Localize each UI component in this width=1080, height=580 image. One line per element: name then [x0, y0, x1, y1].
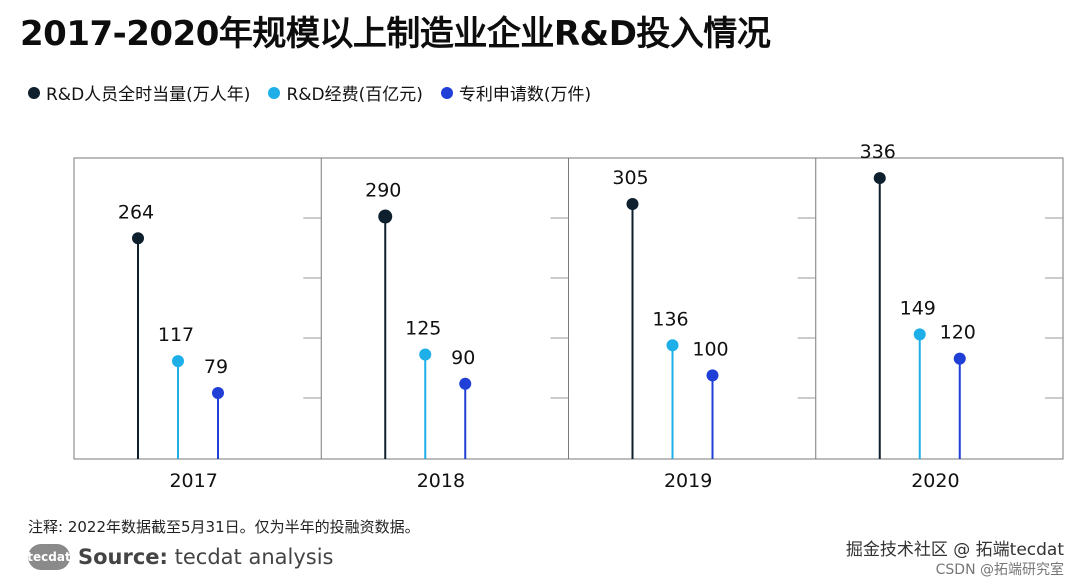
- value-label: 100: [692, 338, 728, 360]
- value-label: 125: [405, 317, 441, 339]
- lollipop-dot: [873, 172, 886, 185]
- value-label: 79: [204, 356, 228, 378]
- watermark: 掘金技术社区 @ 拓端tecdat CSDN @拓端研究室: [846, 540, 1064, 580]
- category-label: 2019: [664, 470, 712, 492]
- value-label: 290: [365, 180, 401, 202]
- lollipop-dot: [913, 328, 926, 341]
- value-label: 90: [451, 347, 475, 369]
- lollipop-dot: [459, 377, 472, 390]
- footnote: 注释: 2022年数据截至5月31日。仅为半年的投融资数据。: [28, 518, 420, 536]
- lollipop-dot: [172, 355, 184, 368]
- lollipop-dot: [378, 209, 393, 224]
- lollipop-dot: [953, 352, 966, 365]
- value-label: 336: [860, 141, 896, 163]
- category-label: 2018: [417, 470, 465, 492]
- legend-label-personnel: R&D人员全时当量(万人年): [46, 85, 251, 105]
- chart-title: 2017-2020年规模以上制造业企业R&D投入情况: [20, 14, 771, 54]
- value-label: 149: [900, 297, 936, 319]
- value-label: 264: [118, 201, 154, 223]
- lollipop-dot: [212, 386, 224, 399]
- value-label: 136: [652, 308, 688, 330]
- lollipop-dot: [706, 369, 719, 382]
- legend-item-patents: 专利申请数(万件): [440, 80, 592, 105]
- lollipop-dot: [419, 348, 432, 361]
- legend-dot-funding: [268, 86, 281, 99]
- legend: R&D人员全时当量(万人年) R&D经费(百亿元) 专利申请数(万件): [28, 80, 591, 105]
- source-line: tecdat Source: tecdat analysis: [27, 544, 333, 570]
- source-value: tecdat analysis: [174, 545, 334, 569]
- legend-item-personnel: R&D人员全时当量(万人年): [28, 80, 250, 105]
- legend-dot-personnel: [28, 86, 40, 99]
- legend-label-patents: 专利申请数(万件): [458, 85, 592, 105]
- watermark-line-2: CSDN @拓端研究室: [935, 562, 1064, 578]
- category-label: 2017: [169, 470, 217, 492]
- legend-label-funding: R&D经费(百亿元): [286, 85, 423, 105]
- value-label: 120: [940, 322, 976, 344]
- source-label: Source:: [78, 545, 168, 569]
- category-label: 2020: [911, 470, 959, 492]
- tecdat-logo: tecdat: [27, 544, 71, 570]
- value-label: 117: [158, 324, 194, 346]
- legend-item-funding: R&D经费(百亿元): [268, 80, 423, 105]
- value-label: 305: [612, 167, 648, 189]
- lollipop-dot: [666, 339, 679, 352]
- source-text: Source: tecdat analysis: [78, 545, 333, 569]
- lollipop-dot: [626, 197, 639, 210]
- lollipop-dot: [132, 232, 144, 245]
- legend-dot-patents: [440, 86, 453, 99]
- watermark-line-1: 掘金技术社区 @ 拓端tecdat: [845, 540, 1064, 560]
